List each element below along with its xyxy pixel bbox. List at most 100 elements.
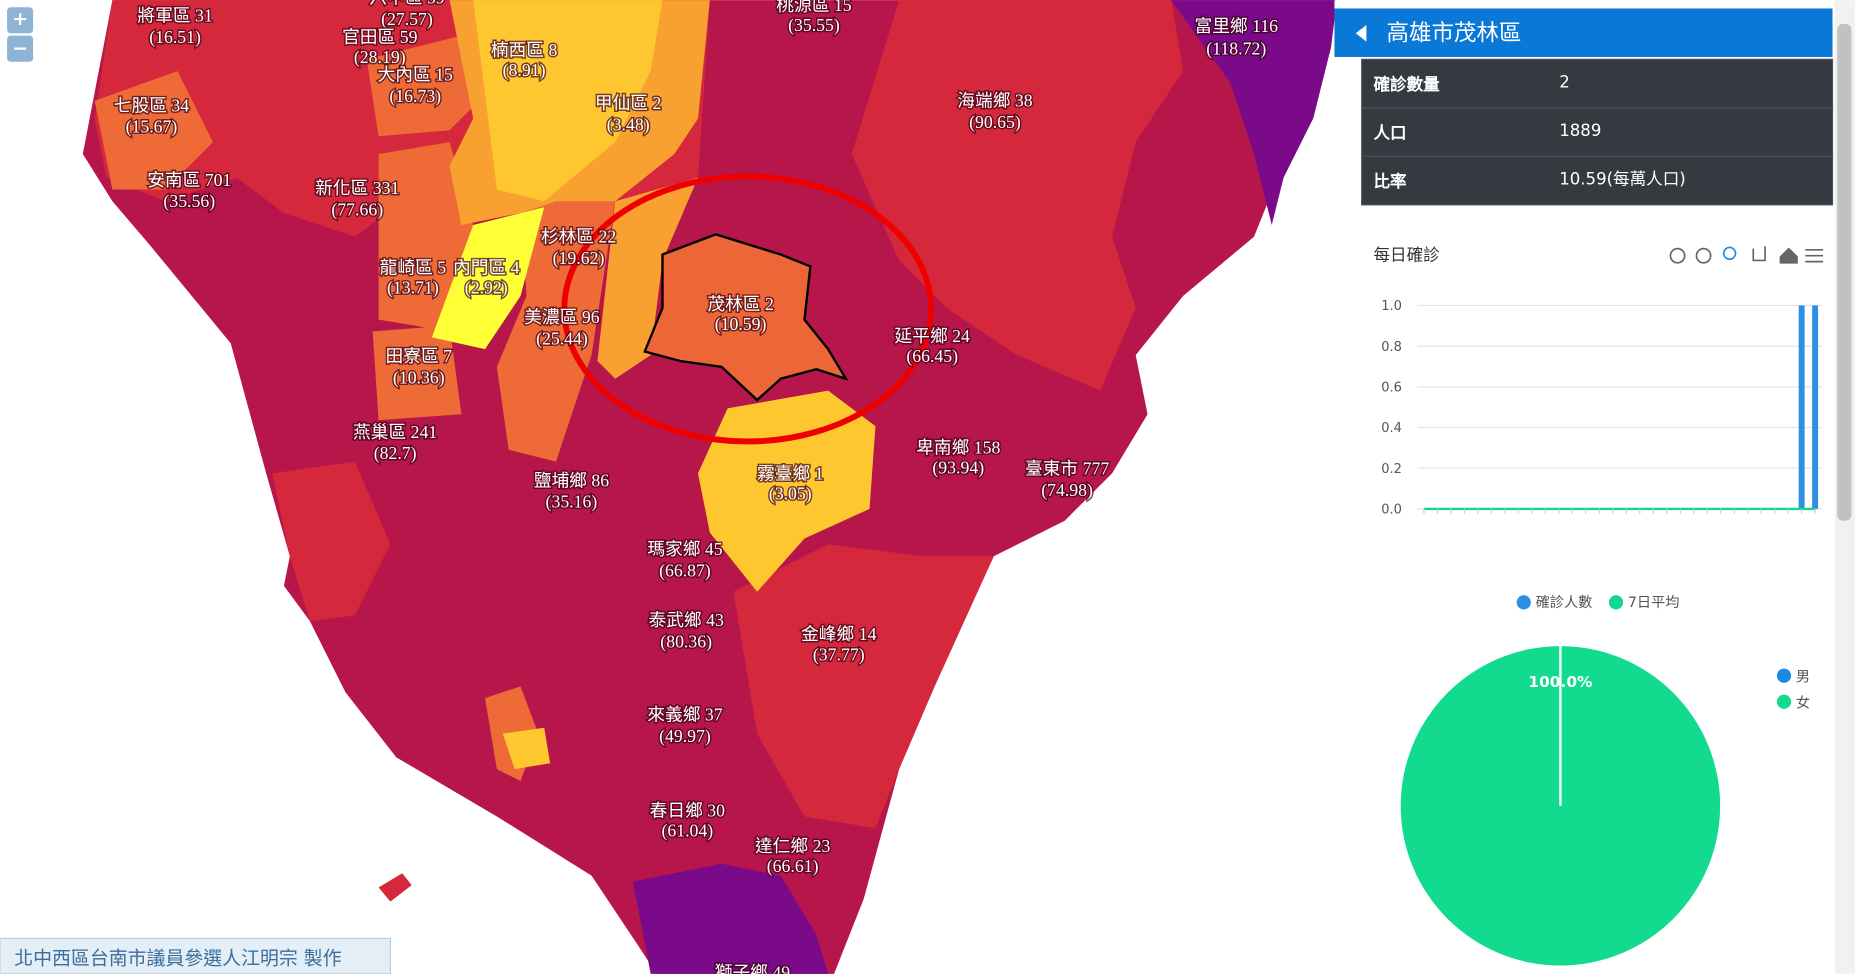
region-red: [733, 544, 994, 829]
region-name: 臺東市 777: [1025, 459, 1109, 479]
region-rate: (35.55): [788, 15, 840, 35]
region-name: 茂林區 2: [707, 294, 774, 314]
info-key: 確診數量: [1374, 74, 1441, 94]
y-tick-label: 0.2: [1381, 462, 1402, 477]
region-purple: [1171, 0, 1337, 225]
info-row: [1361, 155, 1834, 206]
region-name: 鹽埔鄉 86: [534, 470, 610, 490]
region-bright-yellow: [431, 207, 545, 350]
info-key: 人口: [1374, 124, 1407, 143]
highlight-circle: [561, 173, 935, 445]
region-name: 官田區 59: [342, 27, 418, 47]
region-red: [272, 461, 391, 622]
zoom-in[interactable]: +: [12, 8, 28, 30]
region-orange: [94, 71, 213, 190]
region-name: 霧臺鄉 1: [757, 463, 824, 483]
chart-title: 每日確診: [1374, 245, 1441, 264]
bar: [1798, 305, 1805, 509]
region-rate: (49.97): [659, 726, 711, 746]
scroll-thumb[interactable]: [1837, 23, 1852, 521]
region-name: 新化區 331: [315, 178, 399, 198]
region-name: 春日鄉 30: [650, 800, 726, 820]
zoom-in-button[interactable]: [7, 7, 34, 34]
region-rate: (35.56): [163, 191, 215, 211]
region-name: 瑪家鄉 45: [647, 539, 723, 559]
region-rate: (27.57): [381, 9, 433, 29]
region-rate: (66.87): [659, 560, 711, 580]
map: 將軍區 31(16.51) 六甲區 59(27.57) 桃源區 15(35.55) 官…: [0, 0, 1337, 974]
region-ltorange: [597, 177, 698, 379]
region-orange: [372, 325, 462, 421]
region-rate: (35.16): [546, 492, 598, 512]
region-name: 楠西區 8: [491, 40, 558, 60]
info-row: [1361, 58, 1834, 109]
region-rate: (16.51): [149, 27, 201, 47]
info-key: 比率: [1374, 171, 1408, 191]
zoom-out[interactable]: −: [12, 38, 28, 60]
region-purple: [632, 863, 829, 974]
region-rate: (80.36): [660, 631, 712, 651]
legend-label: 女: [1796, 695, 1810, 712]
info-value: 2: [1559, 73, 1570, 92]
legend-label: 確診人數: [1536, 595, 1593, 611]
region-name: 桃源區 15: [776, 0, 852, 15]
region-rate: (37.77): [813, 644, 865, 664]
legend-marker: [1776, 694, 1792, 709]
region-rate: (74.98): [1041, 480, 1093, 500]
region-name: 內門區 4: [453, 257, 520, 277]
region-rate: (15.67): [126, 117, 178, 137]
y-tick-label: 0.4: [1381, 421, 1402, 436]
region-name: 燕巢區 241: [353, 422, 437, 442]
region-rate: (10.36): [393, 367, 445, 387]
info-row: [1361, 107, 1834, 157]
info-value: 1889: [1559, 121, 1601, 140]
legend-label: 7日平均: [1628, 595, 1680, 611]
region-name: 海端鄉 38: [957, 91, 1033, 111]
chart-toolbar[interactable]: [1669, 246, 1824, 264]
y-tick-label: 0.0: [1381, 503, 1402, 518]
region-orange: [378, 142, 474, 332]
region-name: 甲仙區 2: [595, 93, 662, 113]
region-rate: (3.05): [769, 483, 812, 503]
region-rate: (118.72): [1206, 39, 1266, 59]
legend-marker: [1608, 595, 1624, 610]
region-rate: (3.48): [607, 114, 650, 134]
region-name: 杉林區 22: [541, 227, 616, 247]
region-rate: (82.7): [374, 443, 417, 463]
region-name: 田寮區 7: [386, 346, 453, 366]
side-panel: 高雄市茂林區 確診數量 2 人口 1889 比率 10.59(每萬人口) 每日確診 0.0…: [1334, 0, 1855, 974]
region-yellow: [502, 727, 551, 770]
selected-region: [643, 233, 849, 402]
zoom-out-button[interactable]: [7, 35, 34, 62]
region-name: 安南區 701: [147, 170, 231, 190]
panel-title: 高雄市茂林區: [1387, 20, 1522, 46]
region-name: 泰武鄉 43: [648, 610, 724, 630]
region-red: [851, 0, 1184, 391]
region-name: 將軍區 31: [137, 5, 212, 25]
region-rate: (25.44): [536, 328, 588, 348]
region-name: 達仁鄉 23: [755, 836, 831, 856]
region-rate: (28.19): [354, 47, 406, 67]
region-rate: (61.04): [661, 821, 713, 841]
region-rate: (19.62): [553, 248, 605, 268]
back-arrow[interactable]: [1355, 25, 1367, 42]
region-name: 富里鄉 116: [1194, 16, 1278, 36]
island: [378, 873, 412, 902]
region-name: 卑南鄉 158: [916, 437, 1000, 457]
credit: 北中西區台南市議員參選人江明宗 製作: [14, 947, 342, 969]
region-rate: (93.94): [932, 457, 984, 477]
region-rate: (66.45): [906, 346, 958, 366]
region-rate: (8.91): [503, 60, 546, 80]
y-tick-label: 1.0: [1381, 299, 1402, 314]
region-rate: (16.73): [389, 86, 441, 106]
region-rate: (90.65): [969, 112, 1021, 132]
region-rate: (66.61): [767, 856, 819, 876]
region-rate: (2.92): [465, 278, 508, 298]
y-tick-label: 0.6: [1381, 381, 1402, 396]
bar: [1812, 305, 1819, 509]
region-name: 獅子鄉 49: [715, 963, 791, 974]
region-name: 來義鄉 37: [647, 705, 723, 725]
region-name: 美濃區 96: [524, 307, 600, 327]
region-name: 龍崎區 5: [380, 257, 447, 277]
